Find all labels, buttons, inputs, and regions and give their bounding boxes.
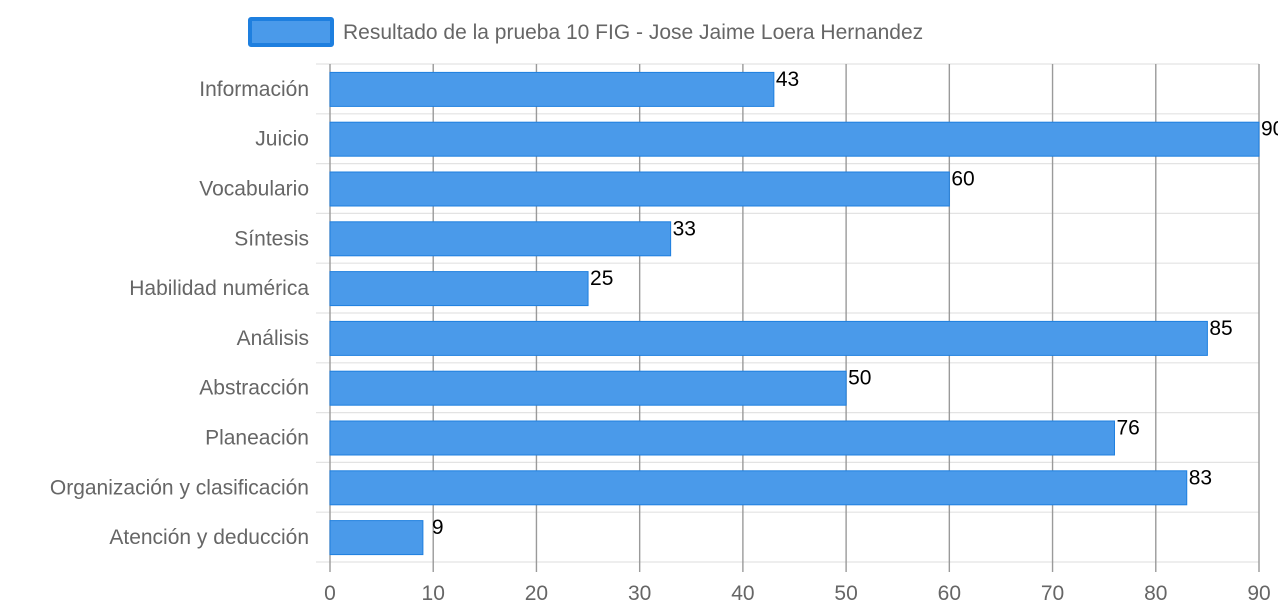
data-label: 90	[1261, 118, 1278, 141]
bar[interactable]	[329, 71, 775, 107]
category-label: Planeación	[205, 427, 309, 450]
data-label: 9	[432, 516, 444, 539]
data-label: 33	[673, 217, 696, 240]
bar[interactable]	[329, 320, 1208, 356]
x-tick-label: 40	[731, 582, 754, 605]
category-label: Atención y deducción	[109, 526, 309, 549]
data-labels: 43 90 60 33 25 85 50 76 83 9	[432, 68, 1278, 539]
data-label: 85	[1209, 317, 1232, 340]
category-label: Análisis	[237, 327, 309, 350]
legend-label: Resultado de la prueba 10 FIG - Jose Jai…	[343, 21, 923, 44]
bar[interactable]	[329, 221, 672, 257]
x-tick-label: 30	[628, 582, 651, 605]
bar[interactable]	[329, 271, 589, 307]
bar[interactable]	[329, 520, 424, 556]
x-tick-label: 80	[1144, 582, 1167, 605]
bar[interactable]	[329, 121, 1260, 157]
bars	[329, 71, 1260, 556]
x-tick-label: 50	[834, 582, 857, 605]
category-label: Juicio	[255, 128, 309, 151]
x-tick-label: 60	[938, 582, 961, 605]
legend-swatch	[248, 17, 334, 47]
category-label: Abstracción	[199, 377, 309, 400]
category-label: Vocabulario	[199, 178, 309, 201]
bar[interactable]	[329, 470, 1188, 506]
category-labels: Información Juicio Vocabulario Síntesis Habi…	[50, 78, 309, 549]
x-tick-label: 0	[324, 582, 336, 605]
bar[interactable]	[329, 370, 847, 406]
data-label: 43	[776, 68, 799, 91]
x-tick-label: 20	[525, 582, 548, 605]
category-label: Organización y clasificación	[50, 476, 309, 499]
data-label: 50	[848, 367, 871, 390]
legend[interactable]: Resultado de la prueba 10 FIG - Jose Jai…	[248, 17, 923, 47]
data-label: 76	[1116, 417, 1139, 440]
category-label: Síntesis	[234, 227, 309, 250]
x-axis-ticks: 0 10 20 30 40 50 60 70 80 90	[324, 582, 1271, 605]
data-label: 25	[590, 267, 613, 290]
bar[interactable]	[329, 171, 950, 207]
x-tick-label: 70	[1041, 582, 1064, 605]
category-label: Información	[199, 78, 309, 101]
x-tick-label: 90	[1247, 582, 1270, 605]
bar[interactable]	[329, 420, 1115, 456]
category-label: Habilidad numérica	[129, 277, 309, 300]
data-label: 83	[1189, 466, 1212, 489]
x-tick-label: 10	[422, 582, 445, 605]
data-label: 60	[951, 168, 974, 191]
